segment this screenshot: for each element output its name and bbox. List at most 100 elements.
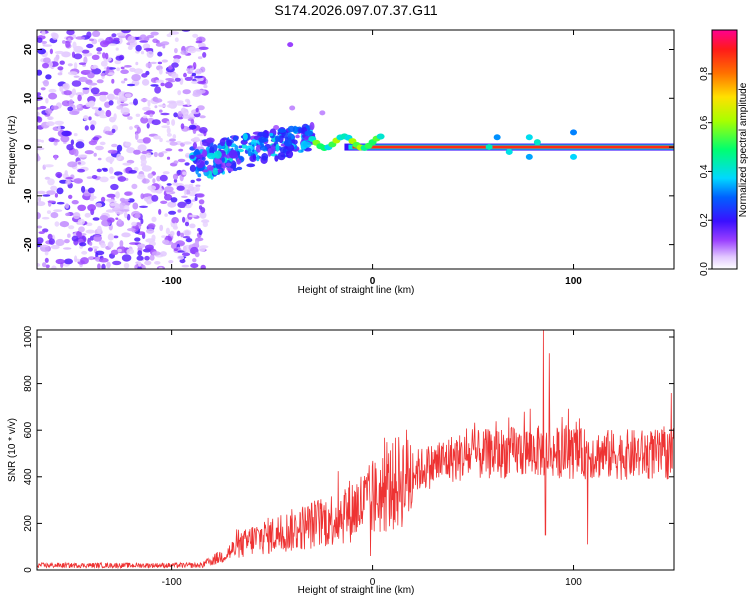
- top-x-tick-label: 100: [565, 276, 582, 287]
- noise-blob: [97, 157, 102, 161]
- noise-blob: [192, 258, 197, 263]
- noise-blob: [131, 74, 141, 82]
- noise-blob: [160, 200, 168, 204]
- noise-blob: [57, 66, 64, 71]
- noise-blob: [169, 230, 175, 237]
- noise-blob: [111, 128, 116, 134]
- noise-blob: [149, 113, 153, 118]
- noise-blob: [111, 78, 115, 84]
- onset-blob: [236, 166, 243, 171]
- onset-blob: [287, 132, 292, 137]
- bottom-x-tick-label: -100: [162, 577, 182, 588]
- noise-blob: [199, 115, 206, 119]
- noise-blob: [63, 90, 73, 96]
- noise-blob: [108, 166, 114, 174]
- noise-blob: [65, 212, 71, 217]
- noise-blob: [123, 78, 128, 81]
- onset-blob: [304, 130, 313, 137]
- noise-blob: [135, 44, 142, 52]
- noise-blob: [197, 81, 207, 85]
- top-y-tick-label: 10: [23, 92, 34, 104]
- noise-blob: [87, 82, 98, 86]
- noise-blob: [198, 245, 206, 252]
- noise-blob: [71, 88, 77, 96]
- noise-blob: [134, 237, 141, 242]
- noise-blob: [104, 130, 113, 135]
- noise-blob: [126, 83, 136, 87]
- noise-blob: [68, 225, 75, 230]
- noise-blob: [45, 264, 50, 269]
- noise-blob: [192, 33, 199, 38]
- noise-blob: [182, 114, 191, 119]
- noise-blob: [47, 233, 53, 240]
- noise-blob: [133, 149, 141, 155]
- noise-blob: [44, 250, 49, 256]
- noise-blob: [159, 224, 164, 232]
- noise-blob: [116, 32, 126, 37]
- noise-blob: [106, 66, 110, 74]
- noise-blob: [119, 240, 124, 248]
- noise-blob: [81, 185, 86, 193]
- noise-blob: [121, 30, 131, 34]
- bottom-y-tick-label: 0: [23, 567, 34, 573]
- noise-blob: [84, 212, 91, 218]
- isolated-blob: [287, 42, 294, 48]
- onset-blob: [232, 167, 238, 172]
- noise-blob: [115, 217, 119, 220]
- noise-blob: [67, 71, 78, 76]
- onset-blob: [197, 173, 202, 178]
- noise-blob: [177, 158, 186, 163]
- noise-blob: [97, 109, 105, 116]
- noise-blob: [91, 246, 99, 249]
- noise-blob: [166, 120, 170, 126]
- noise-blob: [113, 113, 117, 121]
- onset-blob: [246, 163, 256, 168]
- noise-blob: [120, 107, 130, 115]
- noise-blob: [160, 41, 170, 46]
- noise-blob: [87, 187, 95, 194]
- noise-blob: [171, 217, 179, 224]
- noise-blob: [107, 241, 114, 249]
- noise-blob: [139, 40, 149, 43]
- onset-blob: [274, 135, 281, 143]
- noise-blob: [162, 239, 170, 245]
- noise-blob: [47, 178, 55, 186]
- noise-blob: [194, 251, 200, 258]
- bottom-y-tick-label: 200: [23, 515, 34, 532]
- noise-blob: [37, 92, 42, 96]
- noise-blob: [166, 156, 171, 160]
- noise-blob: [96, 168, 102, 173]
- noise-blob: [175, 101, 185, 106]
- noise-blob: [127, 198, 135, 203]
- noise-blob: [67, 63, 73, 67]
- noise-blob: [140, 193, 145, 200]
- onset-blob: [295, 134, 300, 139]
- noise-blob: [92, 136, 100, 141]
- noise-blob: [180, 123, 185, 130]
- noise-blob: [109, 176, 116, 179]
- noise-blob: [107, 233, 115, 241]
- noise-blob: [107, 209, 113, 213]
- noise-blob: [136, 126, 141, 134]
- noise-blob: [136, 173, 146, 180]
- noise-blob: [86, 176, 93, 180]
- tone-line-core: [352, 145, 674, 149]
- noise-blob: [116, 67, 120, 72]
- noise-blob: [124, 141, 132, 147]
- noise-blob: [201, 219, 210, 224]
- noise-blob: [145, 152, 152, 158]
- onset-blob: [206, 164, 213, 171]
- noise-blob: [141, 73, 148, 78]
- noise-blob: [40, 244, 49, 248]
- noise-blob: [182, 245, 187, 252]
- noise-blob: [177, 250, 186, 253]
- noise-blob: [87, 72, 95, 79]
- noise-blob: [41, 216, 50, 220]
- noise-blob: [81, 49, 90, 54]
- noise-blob: [37, 263, 41, 267]
- noise-blob: [85, 229, 96, 234]
- noise-blob: [91, 106, 99, 110]
- top-y-axis: -20 -10 0 10 20: [23, 44, 674, 252]
- noise-blob: [65, 177, 73, 180]
- noise-blob: [160, 82, 165, 87]
